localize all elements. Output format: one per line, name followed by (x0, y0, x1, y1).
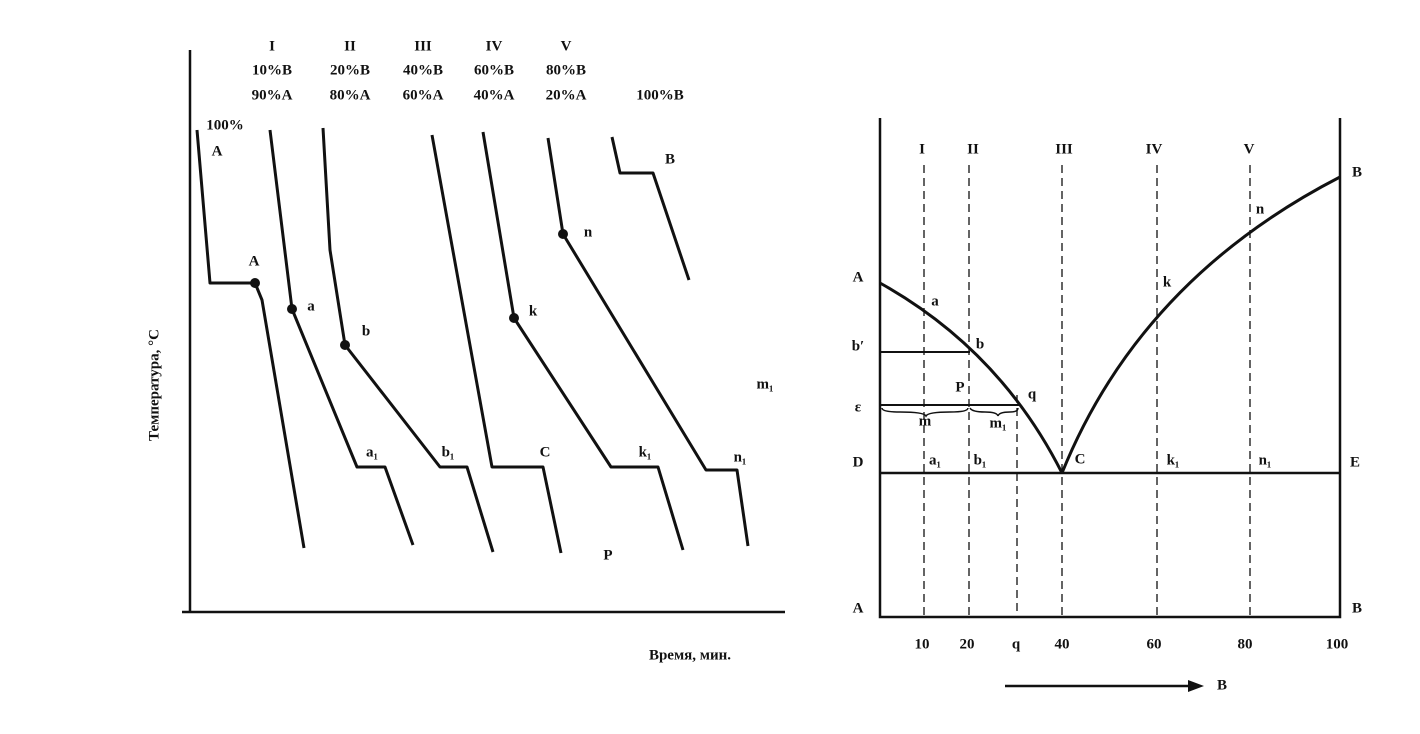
column-numeral: IV (486, 38, 503, 54)
column-header: 80%B (546, 62, 586, 78)
point-label: B (1352, 600, 1362, 616)
point-label: C (1075, 451, 1086, 467)
curve (546, 137, 750, 547)
label: 100% (206, 117, 244, 133)
axes (182, 50, 785, 614)
arrow-label: B (1217, 677, 1227, 693)
column-header: 100%B (636, 87, 684, 103)
point-label: k (1163, 274, 1172, 290)
point-label: b₁ (442, 444, 455, 460)
column-header: 40%B (403, 62, 443, 78)
x-axis-label: Время, мин. (649, 647, 731, 663)
point-label: a (307, 298, 315, 314)
point-label: a (931, 293, 939, 309)
point-label: B (1352, 164, 1362, 180)
point-label: n₁ (1259, 452, 1272, 468)
point-label: a₁ (929, 452, 941, 468)
point-label: b₁ (974, 452, 987, 468)
column-numeral: I (269, 38, 275, 54)
curve (268, 129, 415, 546)
point-label: A (212, 143, 223, 159)
column-numeral: III (1055, 141, 1073, 157)
point-label: k₁ (639, 444, 652, 460)
point-label: P (955, 379, 964, 395)
point-label: A (853, 269, 864, 285)
point-label: k (529, 303, 538, 319)
column-header: 90%A (252, 87, 293, 103)
brace (881, 407, 1019, 418)
point-label: n (584, 224, 593, 240)
column-header: 10%B (252, 62, 292, 78)
cooling-curves: Температура, °C Время, мин. 100%B 100% (146, 50, 785, 663)
column-header: 60%A (403, 87, 444, 103)
point-label: A (853, 600, 864, 616)
point-label: B (665, 151, 675, 167)
column-numeral: V (561, 38, 572, 54)
column-numeral: II (344, 38, 356, 54)
x-tick-label: 20 (960, 636, 975, 652)
curve (195, 129, 306, 549)
x-tick-label: 80 (1238, 636, 1253, 652)
x-tick-label: 100 (1326, 636, 1349, 652)
y-axis-label: Температура, °C (146, 329, 162, 441)
column-header: 80%A (330, 87, 371, 103)
column-numeral: I (919, 141, 925, 157)
point-label: ε (855, 399, 862, 415)
point-label: b (362, 323, 370, 339)
frame (878, 118, 1342, 619)
column-header: 20%A (546, 87, 587, 103)
column-header: 60%B (474, 62, 514, 78)
point-label: P (603, 547, 612, 563)
point-label: k₁ (1167, 452, 1180, 468)
curve (321, 127, 495, 553)
column-numeral: II (967, 141, 979, 157)
x-tick-label: 60 (1147, 636, 1162, 652)
curve (481, 131, 685, 551)
column-header: 40%A (474, 87, 515, 103)
phase-diagram: B (878, 118, 1342, 693)
point-label: D (853, 454, 864, 470)
column-header: 20%B (330, 62, 370, 78)
curve (430, 134, 563, 554)
points (250, 229, 568, 350)
x-tick-label: q (1012, 636, 1021, 652)
point-label: A (249, 253, 260, 269)
column-numeral: V (1244, 141, 1255, 157)
x-tick-label: 10 (915, 636, 930, 652)
point-label: C (540, 444, 551, 460)
point-label: q (1028, 386, 1037, 402)
column-numeral: IV (1146, 141, 1163, 157)
x-tick-label: 40 (1055, 636, 1070, 652)
liquidus (1060, 175, 1341, 474)
point-label: b′ (852, 338, 865, 354)
point-label: n₁ (734, 449, 747, 465)
point-label: m₁ (990, 415, 1007, 431)
point-label: b (976, 336, 984, 352)
point-label: n (1256, 201, 1265, 217)
point-label: m (919, 413, 932, 429)
curve (610, 136, 691, 281)
column-numeral: III (414, 38, 432, 54)
arrow-head (1188, 680, 1204, 692)
point-label: a₁ (366, 444, 378, 460)
point-label: E (1350, 454, 1360, 470)
liquidus (879, 281, 1064, 474)
point-label: m₁ (757, 376, 774, 392)
